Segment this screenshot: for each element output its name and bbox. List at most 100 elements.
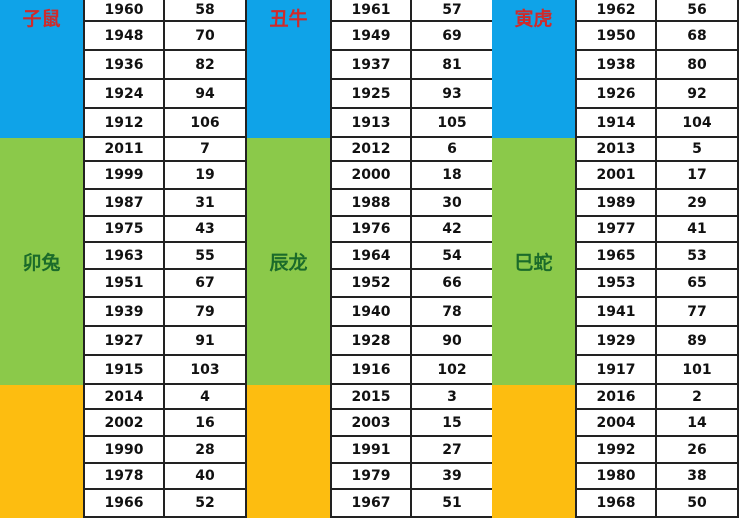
age-cell: 30 — [412, 190, 494, 217]
year-cell: 1965 — [575, 243, 657, 270]
age-cell: 91 — [165, 327, 247, 356]
age-cell: 57 — [412, 0, 494, 22]
zodiac-label: 辰龙 — [247, 138, 330, 385]
year-cell: 2000 — [330, 162, 412, 190]
year-cell: 1927 — [83, 327, 165, 356]
year-cell: 1977 — [575, 217, 657, 243]
age-cell: 53 — [657, 243, 739, 270]
age-cell: 69 — [412, 22, 494, 51]
year-cell: 1953 — [575, 270, 657, 298]
year-cell: 1939 — [83, 298, 165, 327]
zodiac-label: 卯兔 — [0, 138, 83, 385]
zodiac-label — [0, 385, 83, 518]
year-cell: 1948 — [83, 22, 165, 51]
age-cell: 31 — [165, 190, 247, 217]
zodiac-label: 丑牛 — [247, 0, 330, 138]
age-cell: 43 — [165, 217, 247, 243]
zodiac-label — [247, 385, 330, 518]
age-cell: 105 — [412, 109, 494, 138]
age-cell: 90 — [412, 327, 494, 356]
age-cell: 93 — [412, 80, 494, 109]
year-cell: 1925 — [330, 80, 412, 109]
age-cell: 81 — [412, 51, 494, 80]
year-cell: 1912 — [83, 109, 165, 138]
age-cell: 103 — [165, 356, 247, 385]
age-cell: 15 — [412, 410, 494, 437]
year-cell: 1962 — [575, 0, 657, 22]
age-cell: 80 — [657, 51, 739, 80]
year-cell: 1917 — [575, 356, 657, 385]
year-cell: 1980 — [575, 464, 657, 490]
age-cell: 102 — [412, 356, 494, 385]
age-cell: 54 — [412, 243, 494, 270]
age-cell: 6 — [412, 138, 494, 162]
age-cell: 14 — [657, 410, 739, 437]
year-cell: 1938 — [575, 51, 657, 80]
age-cell: 4 — [165, 385, 247, 410]
year-cell: 1914 — [575, 109, 657, 138]
year-cell: 1961 — [330, 0, 412, 22]
zodiac-label: 巳蛇 — [492, 138, 575, 385]
year-cell: 1941 — [575, 298, 657, 327]
age-cell: 67 — [165, 270, 247, 298]
zodiac-label: 寅虎 — [492, 0, 575, 138]
age-cell: 66 — [412, 270, 494, 298]
year-cell: 1936 — [83, 51, 165, 80]
year-cell: 1991 — [330, 437, 412, 464]
age-cell: 2 — [657, 385, 739, 410]
year-cell: 1929 — [575, 327, 657, 356]
year-cell: 1928 — [330, 327, 412, 356]
year-cell: 2002 — [83, 410, 165, 437]
age-cell: 42 — [412, 217, 494, 243]
age-cell: 29 — [657, 190, 739, 217]
year-cell: 1924 — [83, 80, 165, 109]
age-cell: 3 — [412, 385, 494, 410]
year-cell: 1976 — [330, 217, 412, 243]
year-cell: 2014 — [83, 385, 165, 410]
year-cell: 2016 — [575, 385, 657, 410]
zodiac-label — [492, 385, 575, 518]
age-cell: 78 — [412, 298, 494, 327]
year-cell: 2012 — [330, 138, 412, 162]
year-cell: 1966 — [83, 490, 165, 518]
age-cell: 55 — [165, 243, 247, 270]
year-cell: 1940 — [330, 298, 412, 327]
year-cell: 1950 — [575, 22, 657, 51]
year-cell: 1926 — [575, 80, 657, 109]
year-cell: 1963 — [83, 243, 165, 270]
age-cell: 50 — [657, 490, 739, 518]
age-cell: 16 — [165, 410, 247, 437]
age-cell: 17 — [657, 162, 739, 190]
age-cell: 79 — [165, 298, 247, 327]
age-cell: 56 — [657, 0, 739, 22]
age-cell: 41 — [657, 217, 739, 243]
year-cell: 1952 — [330, 270, 412, 298]
age-cell: 38 — [657, 464, 739, 490]
year-cell: 1968 — [575, 490, 657, 518]
age-cell: 68 — [657, 22, 739, 51]
year-cell: 1979 — [330, 464, 412, 490]
age-cell: 101 — [657, 356, 739, 385]
age-cell: 5 — [657, 138, 739, 162]
age-cell: 92 — [657, 80, 739, 109]
age-cell: 77 — [657, 298, 739, 327]
age-cell: 106 — [165, 109, 247, 138]
year-cell: 1937 — [330, 51, 412, 80]
age-cell: 70 — [165, 22, 247, 51]
year-cell: 1989 — [575, 190, 657, 217]
year-cell: 1916 — [330, 356, 412, 385]
year-cell: 1987 — [83, 190, 165, 217]
age-cell: 52 — [165, 490, 247, 518]
year-cell: 1951 — [83, 270, 165, 298]
year-cell: 1975 — [83, 217, 165, 243]
year-cell: 1999 — [83, 162, 165, 190]
zodiac-label: 子鼠 — [0, 0, 83, 138]
year-cell: 2013 — [575, 138, 657, 162]
year-cell: 2001 — [575, 162, 657, 190]
age-cell: 26 — [657, 437, 739, 464]
year-cell: 1964 — [330, 243, 412, 270]
age-cell: 51 — [412, 490, 494, 518]
year-cell: 1949 — [330, 22, 412, 51]
year-cell: 1967 — [330, 490, 412, 518]
age-cell: 28 — [165, 437, 247, 464]
